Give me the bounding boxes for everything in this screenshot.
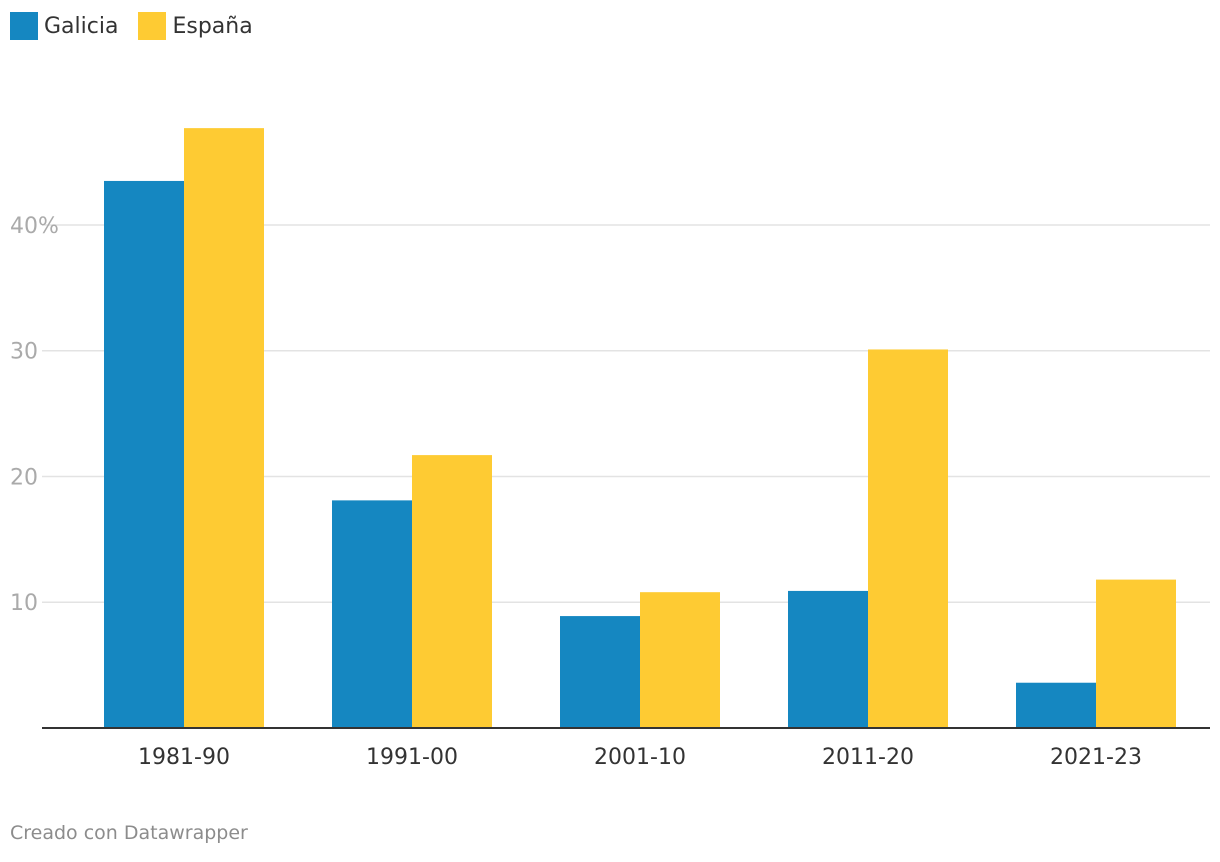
bar-galicia bbox=[332, 500, 412, 728]
y-tick-label: 30 bbox=[10, 340, 38, 365]
bar-espana bbox=[184, 128, 264, 728]
x-tick-label: 1991-00 bbox=[366, 745, 458, 770]
y-tick-label: 20 bbox=[10, 465, 38, 490]
y-tick-label: 10 bbox=[10, 591, 38, 616]
legend-item-galicia: Galicia bbox=[10, 12, 118, 40]
footer-credit[interactable]: Creado con Datawrapper bbox=[10, 822, 248, 844]
x-tick-label: 2011-20 bbox=[822, 745, 914, 770]
legend-item-espana: España bbox=[138, 12, 253, 40]
bar-espana bbox=[1096, 579, 1176, 728]
x-tick-label: 2021-23 bbox=[1050, 745, 1142, 770]
bar-galicia bbox=[1016, 682, 1096, 728]
x-tick-label: 1981-90 bbox=[138, 745, 230, 770]
legend-swatch-galicia bbox=[10, 12, 38, 40]
legend-label-espana: España bbox=[172, 13, 253, 39]
bar-galicia bbox=[104, 180, 184, 729]
bar-galicia bbox=[788, 590, 868, 728]
x-tick-label: 2001-10 bbox=[594, 745, 686, 770]
bar-espana bbox=[868, 349, 948, 728]
bar-espana bbox=[412, 455, 492, 728]
legend-swatch-espana bbox=[138, 12, 167, 40]
bar-galicia bbox=[560, 616, 640, 728]
legend-label-galicia: Galicia bbox=[44, 13, 119, 39]
bar-espana bbox=[640, 592, 720, 728]
chart-legend: Galicia España bbox=[10, 12, 253, 40]
y-tick-label: 40% bbox=[10, 214, 59, 239]
